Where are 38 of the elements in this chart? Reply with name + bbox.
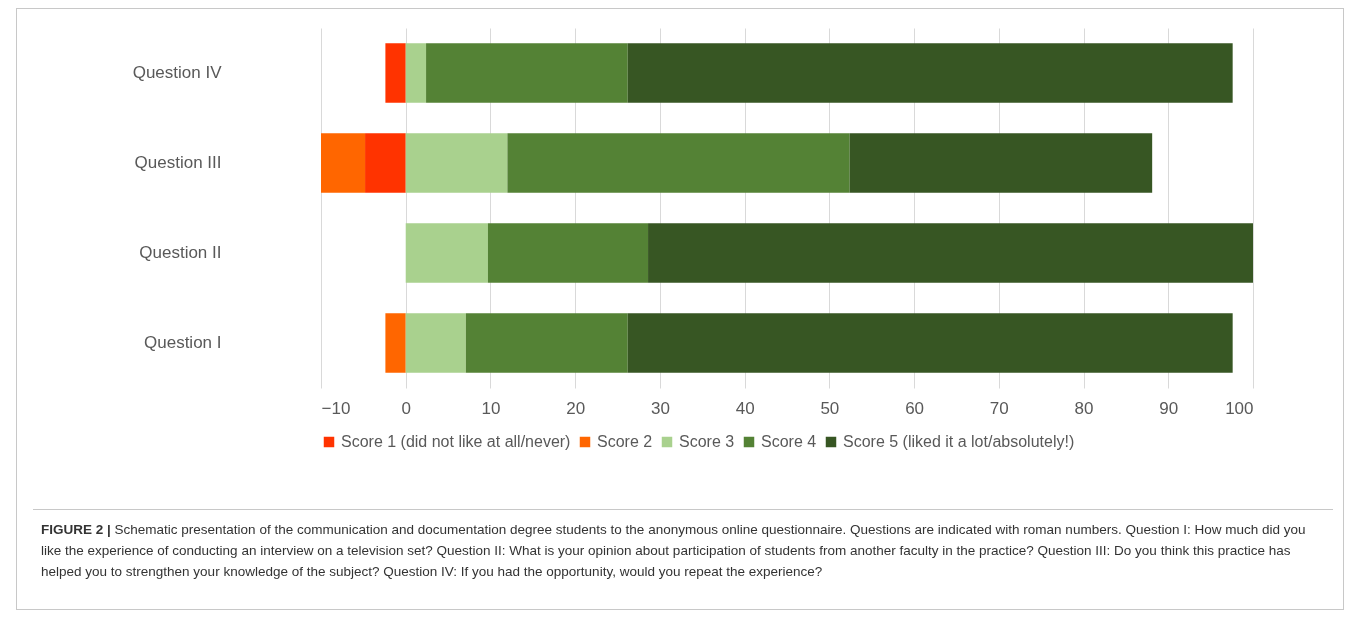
y-tick-label: Question III bbox=[134, 153, 222, 172]
bar bbox=[426, 43, 628, 103]
y-tick-label: Question I bbox=[144, 333, 222, 352]
x-tick-label: 90 bbox=[1159, 398, 1179, 418]
bar bbox=[385, 43, 406, 103]
bar bbox=[405, 223, 488, 283]
bar bbox=[405, 133, 508, 193]
x-tick-label: 80 bbox=[1074, 398, 1094, 418]
x-tick-label: 10 bbox=[481, 398, 501, 418]
bar bbox=[405, 313, 466, 373]
legend-label: Score 4 bbox=[761, 433, 817, 450]
x-tick-label: −10 bbox=[321, 398, 351, 418]
x-tick-label: 0 bbox=[401, 398, 411, 418]
bar bbox=[507, 133, 850, 193]
bar bbox=[321, 133, 366, 193]
caption: FIGURE 2 | Schematic presentation of the communication and documentation degree students to the anonymous online questionnaire. Questions are indicated with roman numbers. Question I: How much did you like the experience of conducting an interview on a television set? Question II: What is your opinion about participation of students from another faculty in the practice? Question III: Do you think this practice has helped you to strengthen your knowledge of the subject? Question IV: If you had the opportunity, would you repeat the experience? bbox=[41, 521, 1307, 581]
x-tick-label: 30 bbox=[650, 398, 670, 418]
bar bbox=[627, 313, 1233, 373]
legend-label: Score 1 (did not like at all/never) bbox=[341, 433, 571, 450]
bar bbox=[465, 313, 628, 373]
bar bbox=[385, 313, 406, 373]
x-tick-label: 50 bbox=[820, 398, 840, 418]
legend-label: Score 2 bbox=[597, 433, 653, 450]
x-tick-label: 100 bbox=[1225, 398, 1254, 418]
y-tick-label: Question IV bbox=[132, 63, 223, 82]
bar bbox=[849, 133, 1153, 193]
legend-label: Score 5 (liked it a lot/absolutely!) bbox=[843, 433, 1075, 450]
y-tick-label: Question II bbox=[139, 243, 222, 262]
bar bbox=[487, 223, 649, 283]
legend-label: Score 3 bbox=[679, 433, 735, 450]
bar bbox=[365, 133, 406, 193]
x-tick-label: 70 bbox=[989, 398, 1009, 418]
x-tick-label: 20 bbox=[566, 398, 586, 418]
bar bbox=[627, 43, 1233, 103]
bar bbox=[648, 223, 1253, 283]
x-tick-label: 60 bbox=[905, 398, 925, 418]
bar bbox=[405, 43, 427, 103]
x-tick-label: 40 bbox=[735, 398, 755, 418]
